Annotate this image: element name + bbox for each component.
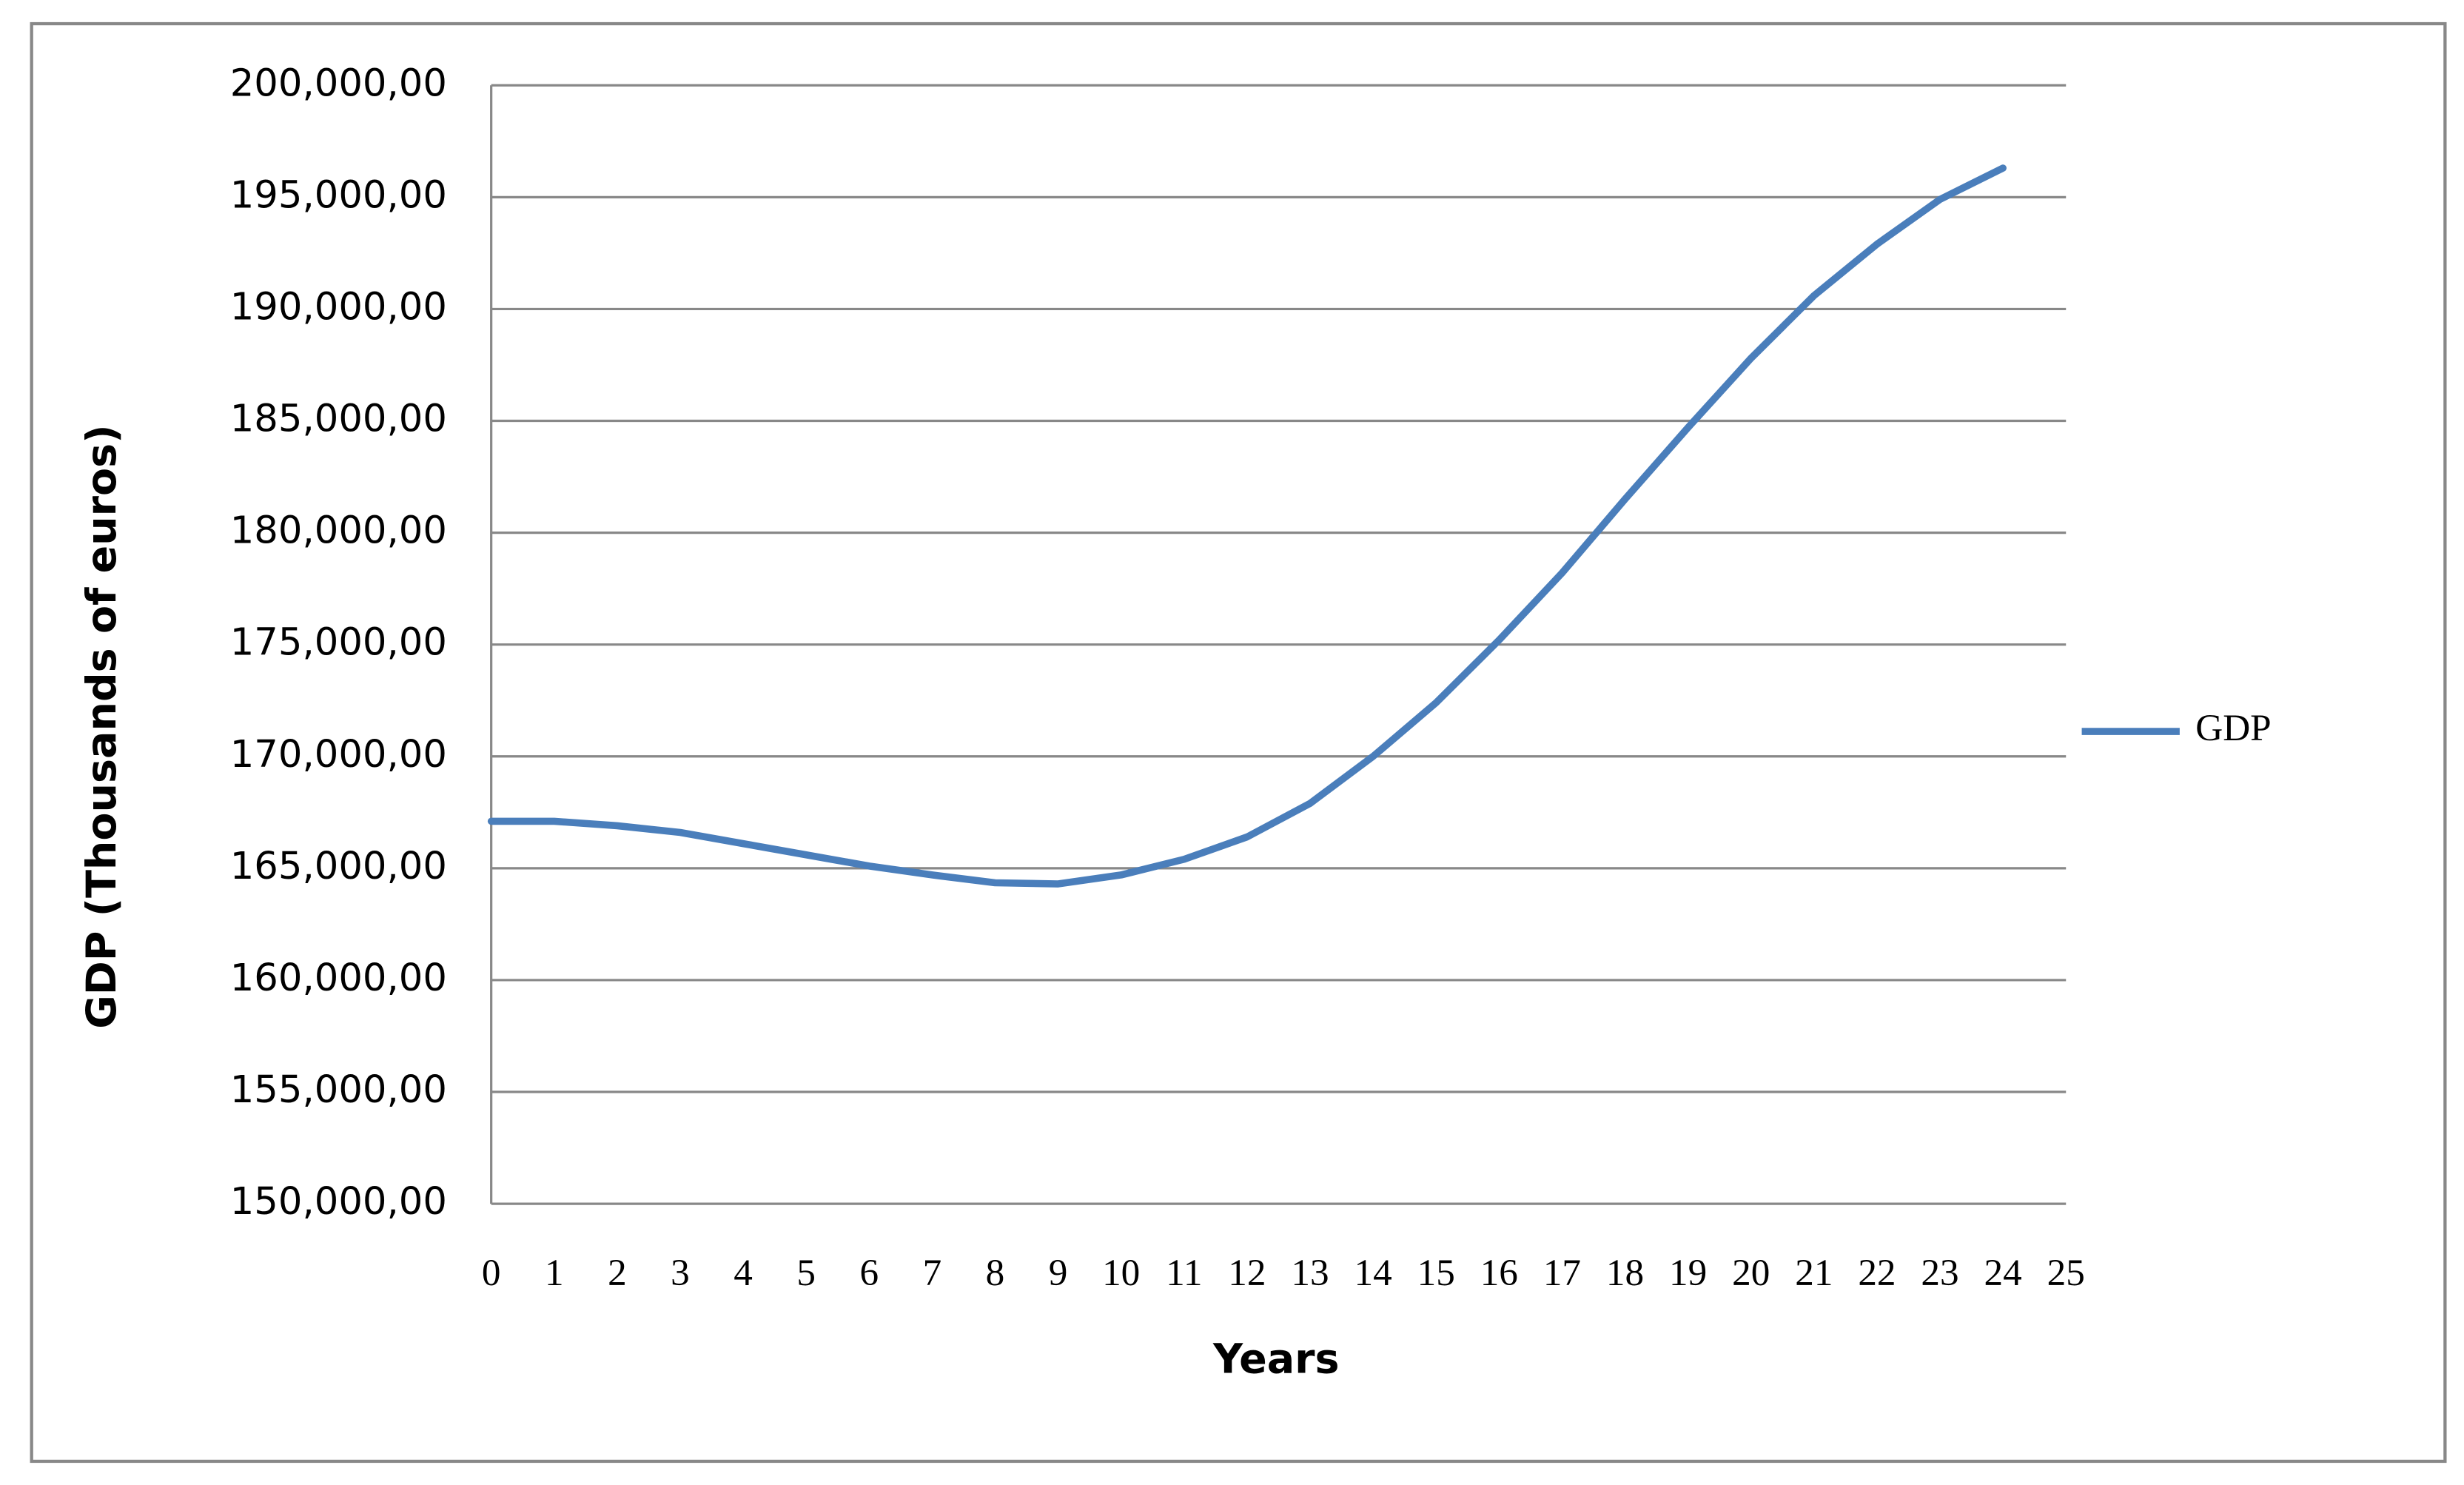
y-axis-title: GDP (Thousands of euros) [78,425,126,1029]
x-tick-label: 11 [1166,1252,1202,1294]
y-tick-label: 190,000,00 [230,284,447,329]
x-tick-label: 25 [2047,1252,2085,1294]
line-series [487,164,2007,888]
x-tick-label: 22 [1858,1252,1896,1294]
x-tick-label: 0 [482,1252,501,1294]
x-tick-label: 14 [1354,1252,1392,1294]
x-tick-label: 4 [734,1252,753,1294]
y-tick-label: 150,000,00 [230,1179,447,1224]
legend-label: GDP [2195,707,2271,749]
x-tick-label: 24 [1984,1252,2022,1294]
x-tick-label: 7 [923,1252,942,1294]
y-tick-label: 185,000,00 [230,397,447,441]
y-tick-label: 200,000,00 [230,61,447,105]
x-tick-label: 2 [608,1252,627,1294]
x-tick-label: 20 [1732,1252,1770,1294]
y-tick-label: 175,000,00 [230,620,447,665]
x-tick-label: 3 [671,1252,690,1294]
y-tick-label: 160,000,00 [230,956,447,1000]
x-tick-label: 16 [1480,1252,1518,1294]
y-tick-label: 195,000,00 [230,172,447,217]
y-tick-label: 165,000,00 [230,844,447,888]
y-tick-label: 155,000,00 [230,1067,447,1112]
x-tick-label: 17 [1543,1252,1581,1294]
x-tick-label: 1 [545,1252,564,1294]
x-tick-label: 15 [1417,1252,1455,1294]
y-tick-label: 180,000,00 [230,509,447,553]
x-tick-label: 13 [1291,1252,1329,1294]
chart-frame [30,21,2447,1464]
x-axis-title: Years [1212,1336,1339,1384]
x-tick-label: 6 [859,1252,879,1294]
x-tick-label: 5 [796,1252,816,1294]
x-tick-label: 9 [1049,1252,1068,1294]
x-tick-label: 10 [1102,1252,1140,1294]
y-tick-label: 170,000,00 [230,732,447,777]
x-tick-label: 8 [986,1252,1005,1294]
x-tick-label: 23 [1921,1252,1958,1294]
x-tick-label: 21 [1795,1252,1833,1294]
x-tick-label: 18 [1606,1252,1644,1294]
x-tick-label: 12 [1228,1252,1266,1294]
x-tick-label: 19 [1669,1252,1707,1294]
